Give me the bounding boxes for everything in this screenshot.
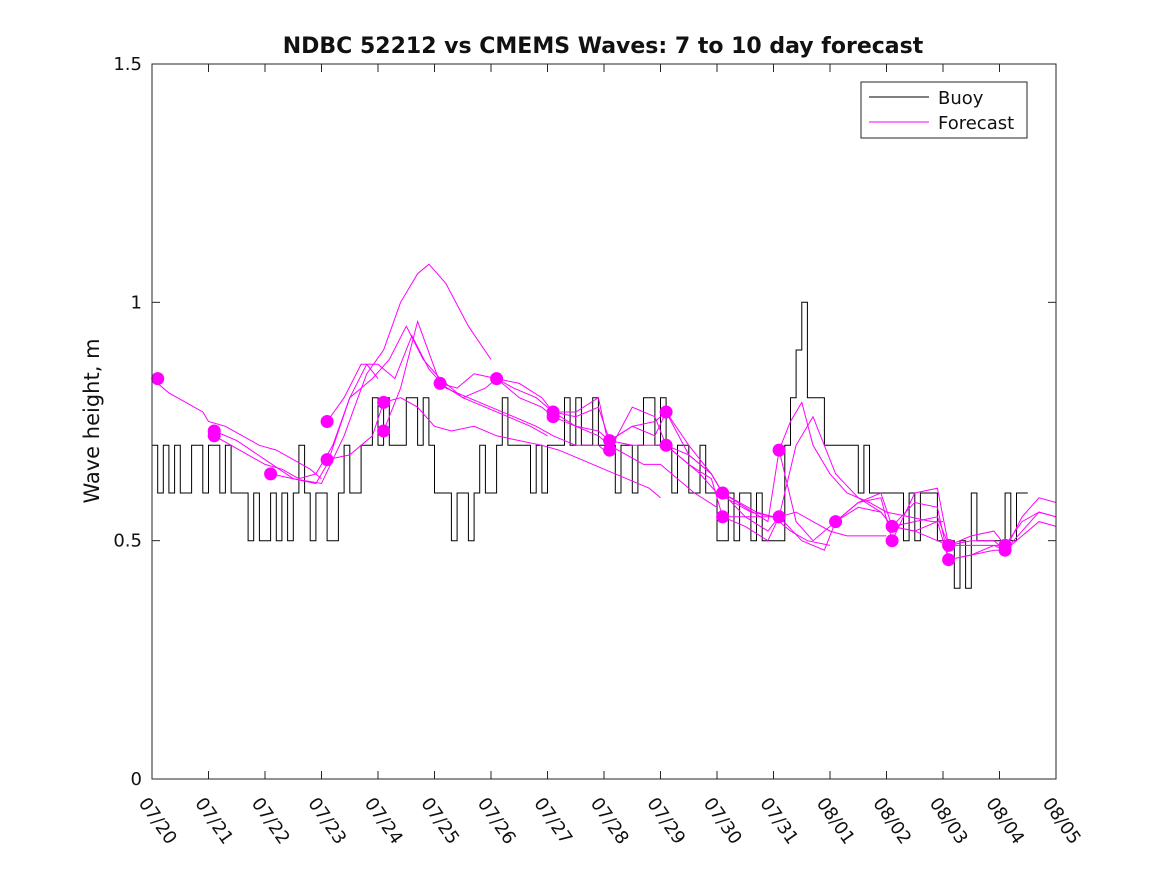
forecast-marker xyxy=(716,510,730,524)
forecast-marker xyxy=(264,467,278,481)
forecast-marker xyxy=(207,429,221,443)
forecast-series-line-11 xyxy=(609,401,943,523)
legend-label-forecast: Forecast xyxy=(938,113,1014,134)
forecast-series-line-3 xyxy=(214,263,492,485)
forecast-series-line-1 xyxy=(151,378,322,480)
forecast-marker xyxy=(659,438,673,452)
forecast-marker xyxy=(151,372,165,386)
y-axis-label: Wave height, m xyxy=(80,338,104,503)
y-tick-label: 0 xyxy=(131,769,142,790)
marker-layer xyxy=(151,372,1012,567)
forecast-marker xyxy=(320,415,334,428)
y-tick-label: 1 xyxy=(131,292,142,313)
legend-label-buoy: Buoy xyxy=(938,88,984,109)
forecast-marker xyxy=(377,395,391,409)
forecast-marker xyxy=(490,372,504,386)
forecast-marker xyxy=(603,443,617,457)
forecast-marker xyxy=(433,376,447,390)
forecast-marker xyxy=(377,424,391,438)
forecast-marker xyxy=(998,543,1012,557)
chart-title: NDBC 52212 vs CMEMS Waves: 7 to 10 day f… xyxy=(283,34,924,59)
legend: Buoy Forecast xyxy=(860,81,1028,139)
forecast-marker xyxy=(942,553,956,567)
forecast-marker xyxy=(546,410,560,424)
forecast-marker xyxy=(885,534,899,548)
forecast-marker xyxy=(320,453,334,467)
forecast-marker xyxy=(772,510,786,524)
forecast-marker xyxy=(942,538,956,552)
y-tick-label: 1.5 xyxy=(113,54,142,75)
forecast-marker xyxy=(885,519,899,533)
forecast-marker xyxy=(659,405,673,419)
forecast-series-line-4 xyxy=(270,325,548,485)
forecast-marker xyxy=(829,515,843,529)
forecast-series-line-5 xyxy=(326,334,605,451)
forecast-series-line-16 xyxy=(891,520,1057,561)
forecast-series-line-2 xyxy=(213,363,379,480)
buoy-series-line xyxy=(152,301,1028,589)
plot-area xyxy=(152,64,1056,779)
forecast-marker xyxy=(603,434,617,448)
y-tick-label: 0.5 xyxy=(113,531,142,552)
forecast-marker xyxy=(772,443,786,457)
legend-box xyxy=(860,81,1028,139)
forecast-marker xyxy=(716,486,730,500)
